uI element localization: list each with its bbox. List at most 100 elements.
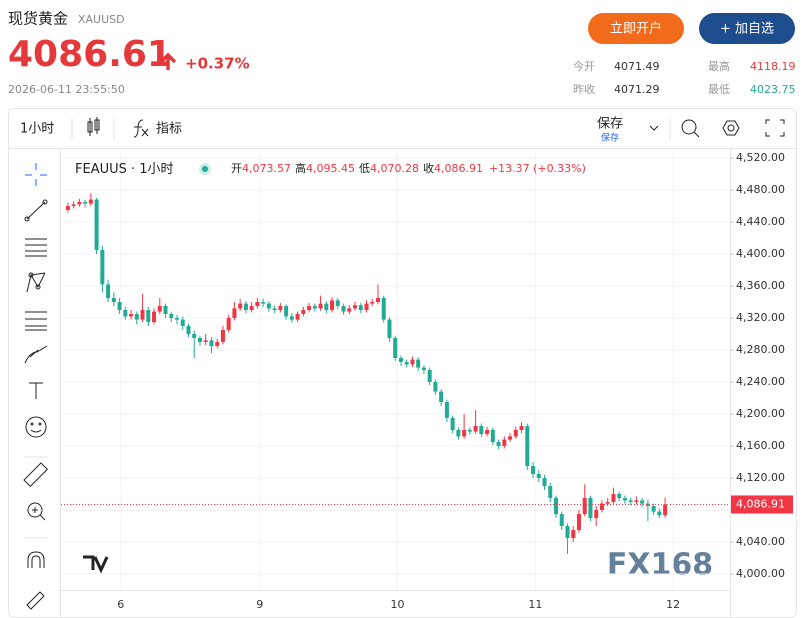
interval-button[interactable]: 1小时 — [20, 122, 54, 137]
up-arrow — [159, 52, 177, 70]
candle-body — [197, 338, 202, 342]
candle-body — [129, 314, 134, 317]
candle-body — [594, 510, 599, 518]
x-tick-label: 9 — [256, 598, 263, 611]
instrument-symbol: XAUUSD — [78, 13, 125, 26]
watchlist-button[interactable] — [699, 13, 795, 44]
candle-body — [416, 359, 421, 368]
candle-body — [536, 474, 541, 478]
low-value: 4,070.28 — [370, 162, 419, 175]
x-tick-label: 6 — [117, 598, 124, 611]
instrument-name: 现货黄金 — [8, 10, 68, 28]
candle-body — [186, 326, 191, 334]
candle-body — [330, 300, 335, 310]
candle-body — [88, 199, 93, 204]
candle-body — [622, 498, 627, 501]
candle-body — [215, 342, 220, 346]
candle-body — [146, 310, 151, 322]
stat-value: 4071.49 — [614, 60, 660, 73]
candle-body — [106, 284, 111, 298]
candle-body — [525, 426, 530, 466]
candle-body — [605, 502, 610, 504]
indicators-button[interactable]: 指标 — [156, 122, 182, 137]
stat-label: 昨收 — [573, 82, 595, 96]
indicator-icon[interactable] — [133, 119, 149, 138]
candle-body — [203, 340, 208, 342]
stat-label: 最低 — [708, 83, 730, 96]
candle-body — [192, 334, 197, 338]
legend-title: FEAUUS · 1小时 — [75, 162, 174, 177]
close-label: 收 — [423, 161, 434, 175]
candle-body — [243, 303, 248, 310]
quick-search-icon[interactable] — [681, 119, 700, 138]
last-price-label: 4,086.91 — [736, 497, 785, 510]
candle-body — [353, 305, 358, 309]
candle-body — [599, 503, 604, 510]
price-change: +0.37% — [185, 55, 250, 73]
legend-change: +13.37 (+0.33%) — [489, 162, 586, 175]
y-tick-label: 4,160.00 — [736, 439, 785, 452]
stat-label: 最高 — [708, 59, 730, 73]
candle-body — [77, 202, 82, 205]
candle-body — [318, 303, 323, 309]
candle-body — [387, 319, 392, 338]
candle-body — [634, 500, 639, 502]
status-dot-core — [202, 166, 208, 172]
y-tick-label: 4,400.00 — [736, 247, 785, 260]
timestamp: 2026-06-11 23:55:50 — [8, 83, 125, 96]
candle-body — [450, 418, 455, 430]
candle-body — [278, 306, 283, 310]
candle-body — [651, 506, 656, 512]
candle-body — [140, 310, 145, 320]
ohlc-legend: 开4,073.57 高4,095.45 低4,070.28 收4,086.91 +13.… — [231, 161, 586, 175]
candle-body — [307, 306, 312, 310]
candle-body — [226, 318, 231, 330]
candle-body — [582, 498, 587, 514]
y-tick-label: 4,240.00 — [736, 375, 785, 388]
candle-body — [640, 500, 645, 504]
watchlist-label[interactable]: + 加自选 — [720, 22, 774, 37]
dropdown-icon[interactable] — [649, 125, 659, 131]
candle-body — [123, 310, 128, 317]
candle-body — [553, 498, 559, 514]
candle-body — [117, 302, 122, 310]
candle-body — [347, 308, 352, 312]
high-value: 4,095.45 — [306, 162, 355, 175]
crosshair-tool[interactable] — [25, 163, 47, 186]
candle-body — [266, 303, 271, 309]
settings-icon[interactable] — [722, 120, 740, 136]
candle-type-icon[interactable] — [87, 117, 100, 136]
candle-body — [289, 316, 294, 320]
open-label: 开 — [231, 162, 242, 175]
x-tick-label: 10 — [391, 598, 405, 611]
candle-body — [663, 504, 668, 516]
candle-body — [410, 359, 415, 365]
open-account-label[interactable]: 立即开户 — [610, 21, 662, 37]
open-account-button[interactable] — [588, 13, 684, 44]
open-value: 4,073.57 — [242, 162, 291, 175]
candle-body — [370, 302, 375, 304]
stat-value: 4023.75 — [750, 83, 796, 96]
candle-body — [502, 439, 507, 446]
stat-value: 4071.29 — [614, 83, 660, 96]
candle-body — [571, 530, 576, 538]
x-tick-label: 11 — [528, 598, 542, 611]
candle-body — [485, 430, 490, 434]
candle-body — [341, 306, 346, 312]
candle-body — [83, 202, 88, 204]
candle-body — [261, 302, 266, 304]
candle-body — [462, 430, 467, 437]
fullscreen-icon[interactable] — [765, 119, 785, 137]
candle-body — [180, 319, 185, 326]
drawing-tools[interactable] — [23, 199, 49, 610]
save-button[interactable]: 保存 — [597, 117, 623, 132]
candle-body — [312, 306, 317, 309]
candle-body — [295, 314, 300, 320]
candle-body — [496, 442, 501, 446]
plot — [61, 150, 730, 590]
candle-body — [490, 430, 495, 442]
candle-body — [513, 430, 518, 437]
stat-value: 4118.19 — [750, 60, 796, 73]
